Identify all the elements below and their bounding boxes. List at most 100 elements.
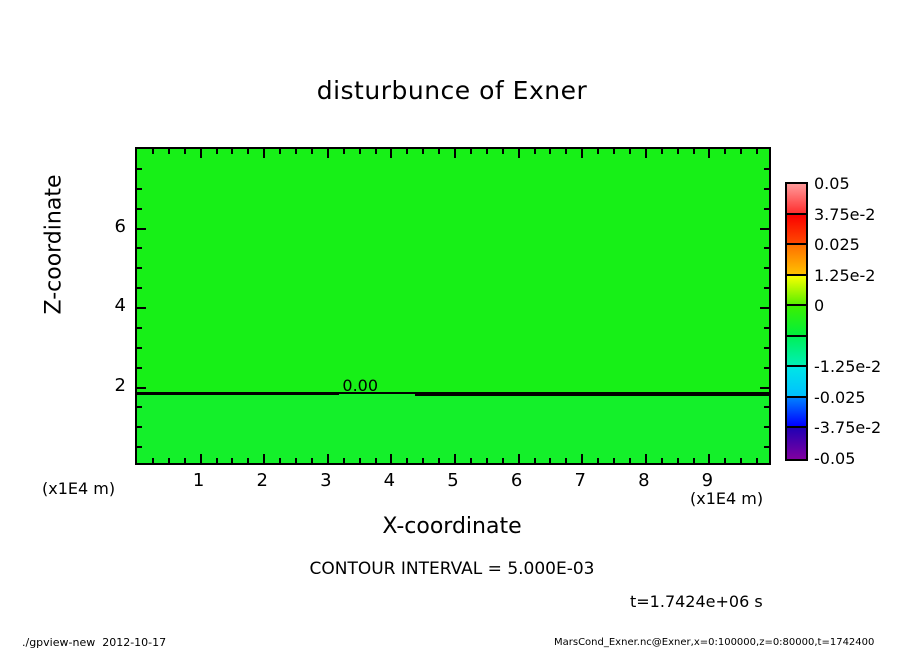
x-tick-top [756,149,759,154]
colorbar-band [787,306,806,337]
y-tick-right [760,227,769,230]
x-tick-bottom [469,458,472,463]
y-tick-right [764,287,769,290]
x-tick-bottom [692,458,695,463]
x-tick-top [517,149,520,158]
x-tick-bottom [628,458,631,463]
x-tick-label: 6 [510,470,523,491]
x-tick-bottom [215,458,218,463]
colorbar-tick-label: 1.25e-2 [814,265,876,285]
x-tick-bottom [724,458,727,463]
y-tick-left [137,446,142,449]
colorbar-tick-label: 0.05 [814,174,850,193]
colorbar [785,182,808,461]
colorbar-tick-label: 3.75e-2 [814,204,876,224]
contour-interval-note: CONTOUR INTERVAL = 5.000E-03 [309,559,595,579]
y-tick-right [760,307,769,309]
colorbar-band [787,367,806,398]
x-tick-bottom [358,458,361,463]
x-tick-label: 2 [256,470,268,491]
x-tick-bottom [342,458,345,463]
x-tick-top [215,149,218,154]
x-tick-bottom [231,458,234,463]
x-tick-top [342,149,345,154]
x-tick-top [422,149,425,154]
x-tick-top [326,149,329,158]
x-tick-top [183,149,186,154]
x-tick-bottom [756,458,759,463]
colorbar-tick-label: -0.05 [814,449,856,468]
x-tick-top [167,149,170,154]
x-tick-bottom [613,458,615,463]
x-tick-bottom [708,454,711,463]
x-tick-top [692,149,695,154]
x-tick-label: 5 [447,470,459,491]
y-tick-left [137,167,142,170]
y-tick-left [137,406,142,409]
x-tick-bottom [390,454,393,463]
x-tick-top [549,149,552,154]
x-tick-top [151,149,154,154]
x-tick-label: 4 [383,470,396,491]
y-tick-left [137,287,142,290]
footer-source: MarsCond_Exner.nc@Exner,x=0:100000,z=0:8… [554,637,875,648]
x-tick-top [628,149,631,154]
y-tick-left [137,207,142,210]
x-tick-top [565,149,568,154]
x-tick-top [279,149,282,154]
x-tick-top [454,149,456,158]
x-tick-bottom [279,458,282,463]
x-tick-top [310,149,313,154]
colorbar-band [787,214,806,246]
y-tick-left [137,386,146,389]
y-tick-right [764,366,769,369]
x-tick-bottom [406,458,409,463]
y-tick-right [764,426,769,429]
x-tick-top [644,149,647,158]
colorbar-band [787,397,806,429]
x-tick-top [613,149,615,154]
x-tick-top [724,149,727,154]
y-tick-left [137,267,142,270]
x-tick-top [438,149,441,154]
contour-segment-right [415,393,769,396]
x-tick-bottom [517,454,520,463]
y-tick-right [764,446,769,449]
footer-command: ./gpview-new 2012-10-17 [22,636,167,649]
x-tick-top [390,149,393,158]
y-tick-right [764,187,769,190]
colorbar-tick-label: -3.75e-2 [814,418,882,438]
field-region-negative [137,393,769,463]
x-tick-bottom [740,458,743,463]
colorbar-band [787,428,806,459]
x-tick-label: 3 [320,470,332,491]
colorbar-tick-label: 0.025 [814,235,860,255]
y-tick-left [137,366,142,369]
x-tick-top [263,149,266,158]
x-tick-bottom [581,454,584,463]
x-tick-bottom [183,458,186,463]
x-tick-top [597,149,600,154]
x-axis-title: X-coordinate [382,514,522,539]
y-tick-right [764,267,769,270]
x-tick-top [358,149,361,154]
y-tick-right [764,167,769,170]
x-tick-bottom [167,458,170,463]
colorbar-band [787,184,806,215]
y-tick-left [137,187,142,190]
x-tick-label: 1 [192,470,205,491]
page-title: disturbunce of Exner [316,76,588,105]
y-tick-left [137,346,142,349]
y-tick-right [764,346,769,349]
contour-line-zero [137,391,769,396]
x-tick-top [708,149,711,158]
plot-area: 0.00 [135,147,771,465]
x-tick-bottom [644,454,647,463]
colorbar-band [787,336,806,368]
time-label: t=1.7424e+06 s [630,592,763,611]
x-tick-bottom [151,458,154,463]
field-region-positive [137,149,769,394]
x-tick-top [485,149,488,154]
x-tick-bottom [247,458,250,463]
colorbar-tick-label: -0.025 [814,387,866,407]
